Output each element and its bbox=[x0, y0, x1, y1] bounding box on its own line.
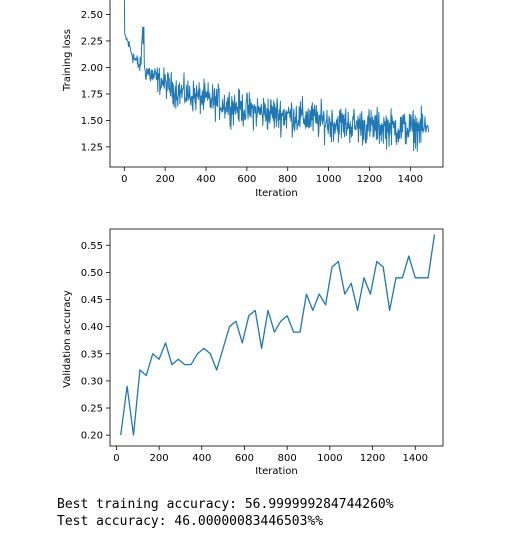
y-tick-label: 0.20 bbox=[81, 431, 103, 442]
x-tick-label: 600 bbox=[235, 453, 254, 464]
x-tick-label: 1200 bbox=[360, 453, 385, 464]
best-training-accuracy-text: Best training accuracy: 56.9999992847442… bbox=[57, 497, 394, 512]
figure: 0 200 400 600 800 1000 1200 1400 1.25 1.50 1.75 2.0… bbox=[62, 0, 444, 477]
y-axis-label: Training loss bbox=[62, 29, 73, 92]
x-tick-label: 200 bbox=[156, 174, 175, 185]
series-line bbox=[120, 234, 436, 436]
x-tick-label: 1400 bbox=[403, 453, 428, 464]
x-tick-label: 800 bbox=[278, 174, 297, 185]
x-tick-label: 1000 bbox=[316, 174, 341, 185]
y-tick-label: 0.35 bbox=[81, 349, 103, 360]
y-tick-label: 2.25 bbox=[81, 36, 103, 47]
y-tick-label: 0.25 bbox=[81, 404, 103, 415]
training-loss-chart: 0 200 400 600 800 1000 1200 1400 1.25 1.50 1.75 2.0… bbox=[62, 0, 444, 199]
x-tick-label: 800 bbox=[278, 453, 297, 464]
validation-accuracy-chart: 0 200 400 600 800 1000 1200 1400 0.20 0.25 0.30 0.3… bbox=[62, 228, 444, 477]
y-tick-label: 0.40 bbox=[81, 322, 103, 333]
y-tick-label: 0.30 bbox=[81, 376, 103, 387]
y-tick-label: 0.50 bbox=[81, 268, 103, 279]
y-tick-label: 1.25 bbox=[81, 142, 103, 153]
x-axis-label: Iteration bbox=[255, 466, 297, 477]
x-axis-label: Iteration bbox=[255, 188, 297, 199]
x-tick-label: 0 bbox=[121, 174, 127, 185]
x-tick-label: 200 bbox=[150, 453, 169, 464]
x-tick-label: 400 bbox=[196, 174, 215, 185]
x-tick-label: 1000 bbox=[317, 453, 342, 464]
y-tick-label: 0.45 bbox=[81, 295, 103, 306]
axes-frame bbox=[109, 0, 444, 168]
y-tick-label: 0.55 bbox=[81, 241, 103, 252]
y-axis-label: Validation accuracy bbox=[62, 290, 73, 388]
series-line bbox=[123, 0, 430, 152]
y-tick-label: 2.00 bbox=[81, 63, 103, 74]
x-tick-label: 0 bbox=[113, 453, 119, 464]
x-tick-label: 600 bbox=[237, 174, 256, 185]
test-accuracy-text: Test accuracy: 46.00000083446503%% bbox=[57, 514, 324, 529]
x-tick-label: 1200 bbox=[357, 174, 382, 185]
x-tick-label: 400 bbox=[192, 453, 211, 464]
axes-frame bbox=[109, 228, 444, 447]
x-tick-label: 1400 bbox=[398, 174, 423, 185]
y-tick-label: 1.50 bbox=[81, 116, 103, 127]
y-tick-label: 2.50 bbox=[81, 10, 103, 21]
y-tick-label: 1.75 bbox=[81, 89, 103, 100]
